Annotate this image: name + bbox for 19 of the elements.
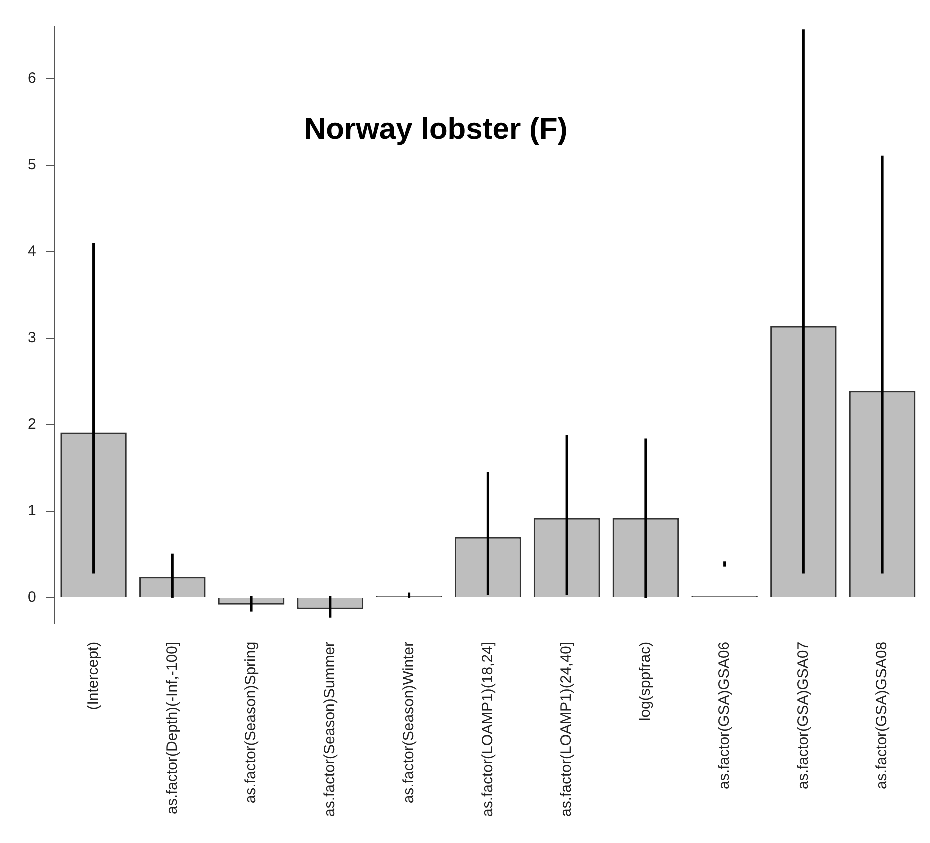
x-tick-label: log(sppfrac) — [637, 642, 654, 722]
y-tick-label: 5 — [28, 156, 36, 174]
y-tick-label: 0 — [28, 589, 36, 606]
x-tick-label: as.factor(GSA)GSA07 — [794, 642, 812, 790]
y-tick-label: 4 — [28, 243, 36, 260]
x-tick-label: as.factor(Depth)(-Inf,-100] — [164, 642, 181, 815]
y-tick-label: 1 — [28, 502, 36, 520]
x-tick-label: (Intercept) — [84, 642, 102, 710]
y-tick-label: 2 — [28, 416, 36, 434]
text: Norway lobster (F) — [304, 113, 568, 146]
y-tick-label: 6 — [28, 70, 36, 88]
x-tick-label: as.factor(GSA)GSA08 — [874, 642, 891, 790]
y-tick-label: 3 — [28, 330, 36, 347]
x-tick-label: as.factor(LOAMP1)(18,24] — [479, 642, 496, 818]
x-tick-label: as.factor(Season)Spring — [242, 642, 260, 804]
x-tick-label: as.factor(LOAMP1)(24,40] — [558, 642, 576, 818]
x-tick-label: as.factor(Season)Summer — [322, 642, 339, 818]
x-tick-label: as.factor(Season)Winter — [400, 642, 418, 804]
x-tick-label: as.factor(GSA)GSA06 — [716, 642, 733, 790]
